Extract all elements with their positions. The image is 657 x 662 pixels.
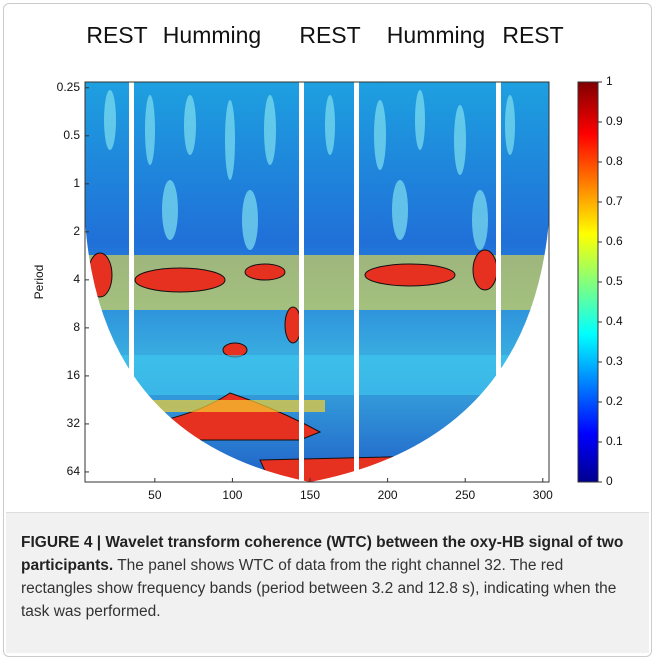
- condition-label: REST: [86, 22, 148, 48]
- colorbar-tick-label: 0.7: [606, 194, 623, 208]
- colorbar-tick-label: 0.2: [606, 394, 623, 408]
- y-tick-label: 4: [73, 272, 80, 286]
- x-tick-label: 50: [148, 488, 162, 502]
- condition-label: Humming: [162, 22, 262, 48]
- chart: Period 0.25 0.5 1 2 4 8 16 32 64 50 100 150 200 250 30…: [32, 74, 623, 502]
- colorbar-tick-label: 0: [606, 474, 613, 488]
- y-tick-label: 0.25: [57, 80, 81, 94]
- x-tick-label: 150: [300, 488, 320, 502]
- x-tick-label: 200: [378, 488, 398, 502]
- colorbar-tick-label: 0.6: [606, 234, 623, 248]
- x-tick-label: 250: [455, 488, 475, 502]
- y-axis-label: Period: [32, 265, 46, 300]
- condition-label: Humming: [386, 22, 486, 48]
- colorbar-tick-label: 0.9: [606, 114, 623, 128]
- y-tick-label: 64: [67, 464, 81, 478]
- condition-label: REST: [502, 22, 564, 48]
- colorbar-tick-label: 0.5: [606, 274, 623, 288]
- caption-text: The panel shows WTC of data from the rig…: [21, 557, 617, 620]
- caption: FIGURE 4 | Wavelet transform coherence (…: [6, 512, 649, 653]
- caption-label: FIGURE 4 | Wavelet transform coherence (…: [21, 534, 624, 574]
- y-tick-label: 16: [67, 368, 81, 382]
- y-tick-label: 1: [73, 176, 80, 190]
- colorbar-tick-label: 1: [606, 74, 613, 88]
- x-tick-label: 300: [533, 488, 553, 502]
- heatmap: [84, 81, 550, 483]
- y-tick-label: 2: [73, 224, 80, 238]
- y-tick-label: 0.5: [63, 128, 80, 142]
- condition-label: REST: [299, 22, 361, 48]
- colorbar: [577, 81, 599, 483]
- colorbar-tick-label: 0.1: [606, 434, 623, 448]
- figure-frame: [3, 3, 652, 657]
- y-tick-label: 8: [73, 320, 80, 334]
- colorbar-tick-label: 0.8: [606, 154, 623, 168]
- y-tick-label: 32: [67, 416, 81, 430]
- colorbar-tick-label: 0.3: [606, 354, 623, 368]
- x-tick-label: 100: [222, 488, 242, 502]
- colorbar-tick-label: 0.4: [606, 314, 623, 328]
